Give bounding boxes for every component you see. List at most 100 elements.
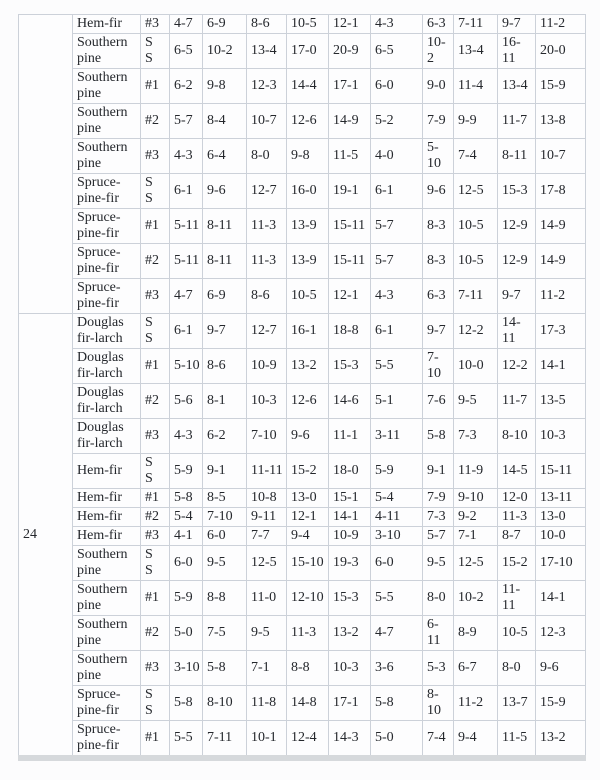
- span-value-cell: 15-11: [328, 208, 371, 244]
- table-row: Southern pine SS 6-0 9-5 12-5 15-10 19-3 6-0 9-5…: [19, 545, 586, 581]
- span-value-cell: 7-4: [453, 138, 498, 174]
- species-cell: Douglas fir-larch: [72, 418, 141, 454]
- span-value-cell: 11-2: [535, 14, 586, 34]
- span-value-cell: 4-3: [169, 418, 203, 454]
- grade-cell: #3: [140, 650, 170, 686]
- span-value-cell: 8-11: [202, 243, 247, 279]
- species-cell: Hem-fir: [72, 488, 141, 508]
- span-value-cell: 10-7: [246, 103, 287, 139]
- span-value-cell: 10-1: [246, 720, 287, 759]
- table-row: Spruce-pine-fir #2 5-11 8-11 11-3 13-9 15-11 5-…: [19, 243, 586, 279]
- span-value-cell: 15-2: [497, 545, 536, 581]
- span-value-cell: 8-8: [286, 650, 329, 686]
- table-row: Hem-fir #3 4-1 6-0 7-7 9-4 10-9 3-10 5-7 7-1 8-7 10…: [19, 526, 586, 546]
- grade-cell: #2: [140, 243, 170, 279]
- span-value-cell: 5-4: [370, 488, 423, 508]
- span-value-cell: 10-9: [328, 526, 371, 546]
- span-value-cell: 7-9: [422, 103, 454, 139]
- span-value-cell: 5-11: [169, 243, 203, 279]
- span-value-cell: 8-10: [202, 685, 247, 721]
- span-value-cell: 13-2: [286, 348, 329, 384]
- span-value-cell: 12-4: [286, 720, 329, 759]
- grade-cell: SS: [140, 313, 170, 349]
- span-value-cell: 5-8: [202, 650, 247, 686]
- span-value-cell: 12-1: [286, 507, 329, 527]
- span-value-cell: 14-1: [535, 580, 586, 616]
- span-value-cell: 20-9: [328, 33, 371, 69]
- span-value-cell: 6-11: [422, 615, 454, 651]
- span-value-cell: 5-8: [370, 685, 423, 721]
- span-value-cell: 12-7: [246, 173, 287, 209]
- grade-cell: #1: [140, 348, 170, 384]
- span-value-cell: 9-8: [202, 68, 247, 104]
- span-value-cell: 15-9: [535, 685, 586, 721]
- span-value-cell: 7-7: [246, 526, 287, 546]
- span-value-cell: 13-2: [328, 615, 371, 651]
- grade-cell: SS: [140, 33, 170, 69]
- grade-cell: SS: [140, 545, 170, 581]
- span-value-cell: 7-5: [202, 615, 247, 651]
- span-value-cell: 5-0: [169, 615, 203, 651]
- span-value-cell: 9-4: [286, 526, 329, 546]
- span-value-cell: 14-9: [535, 208, 586, 244]
- span-value-cell: 15-3: [328, 580, 371, 616]
- species-cell: Southern pine: [72, 68, 141, 104]
- span-value-cell: 12-5: [453, 545, 498, 581]
- span-value-cell: 7-3: [453, 418, 498, 454]
- span-value-cell: 15-11: [328, 243, 371, 279]
- span-value-cell: 9-5: [422, 545, 454, 581]
- span-value-cell: 4-1: [169, 526, 203, 546]
- span-value-cell: 10-3: [246, 383, 287, 419]
- span-value-cell: 9-1: [202, 453, 247, 489]
- table-row: Douglas fir-larch #2 5-6 8-1 10-3 12-6 14-6 5-1…: [19, 383, 586, 419]
- grade-cell: #2: [140, 507, 170, 527]
- span-value-cell: 14-6: [328, 383, 371, 419]
- span-value-cell: 10-5: [497, 615, 536, 651]
- grade-label: SS: [145, 455, 153, 486]
- species-cell: Douglas fir-larch: [72, 383, 141, 419]
- span-value-cell: 14-11: [497, 313, 536, 349]
- span-value-cell: 4-3: [370, 278, 423, 314]
- span-value-cell: 10-2: [453, 580, 498, 616]
- span-value-cell: 8-8: [202, 580, 247, 616]
- span-value-cell: 11-11: [246, 453, 287, 489]
- span-value-cell: 5-7: [370, 208, 423, 244]
- span-value-cell: 11-11: [497, 580, 536, 616]
- span-value-cell: 9-2: [453, 507, 498, 527]
- span-value-cell: 6-4: [202, 138, 247, 174]
- span-value-cell: 8-11: [497, 138, 536, 174]
- span-value-cell: 12-2: [453, 313, 498, 349]
- span-value-cell: 3-11: [370, 418, 423, 454]
- span-value-cell: 9-0: [422, 68, 454, 104]
- species-cell: Southern pine: [72, 650, 141, 686]
- span-value-cell: 9-7: [202, 313, 247, 349]
- grade-label: SS: [145, 35, 153, 66]
- span-value-cell: 16-1: [286, 313, 329, 349]
- table-row: Spruce-pine-fir SS 6-1 9-6 12-7 16-0 19-1 6-1 9-…: [19, 173, 586, 209]
- span-value-cell: 13-2: [535, 720, 586, 759]
- span-value-cell: 6-0: [169, 545, 203, 581]
- span-value-cell: 13-4: [497, 68, 536, 104]
- grade-cell: #3: [140, 14, 170, 34]
- table-row: Spruce-pine-fir #1 5-5 7-11 10-1 12-4 14-3 5-0 7…: [19, 720, 586, 759]
- span-value-cell: 9-8: [286, 138, 329, 174]
- span-value-cell: 15-2: [286, 453, 329, 489]
- span-value-cell: 8-6: [202, 348, 247, 384]
- species-cell: Spruce-pine-fir: [72, 685, 141, 721]
- span-value-cell: 15-3: [328, 348, 371, 384]
- table-row: Southern pine #2 5-0 7-5 9-5 11-3 13-2 4-7 6-11 8…: [19, 615, 586, 651]
- span-value-cell: 14-8: [286, 685, 329, 721]
- span-value-cell: 19-1: [328, 173, 371, 209]
- span-value-cell: 7-10: [202, 507, 247, 527]
- span-value-cell: 11-2: [535, 278, 586, 314]
- grade-cell: #2: [140, 103, 170, 139]
- span-value-cell: 11-3: [286, 615, 329, 651]
- span-value-cell: 5-11: [169, 208, 203, 244]
- span-value-cell: 5-9: [169, 453, 203, 489]
- span-value-cell: 17-10: [535, 545, 586, 581]
- span-value-cell: 6-1: [169, 313, 203, 349]
- span-value-cell: 12-6: [286, 103, 329, 139]
- span-value-cell: 15-10: [286, 545, 329, 581]
- span-value-cell: 7-3: [422, 507, 454, 527]
